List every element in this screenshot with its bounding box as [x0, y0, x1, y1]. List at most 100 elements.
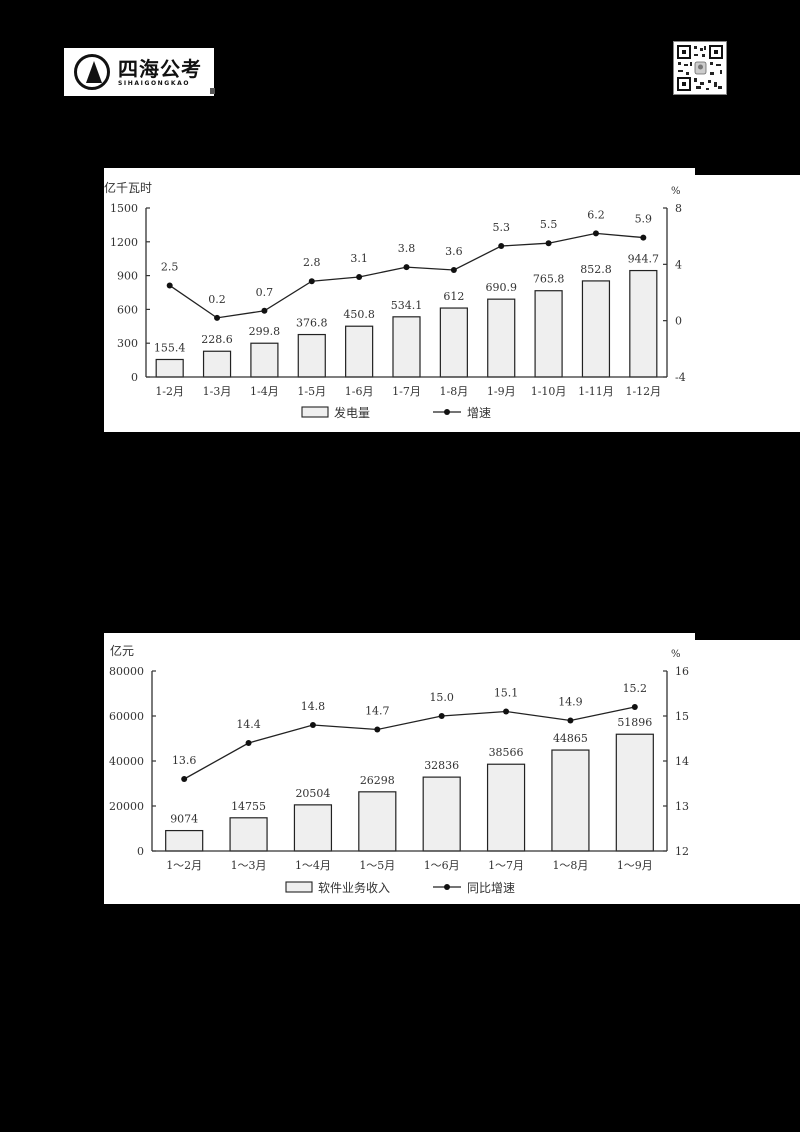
- bar-value-label: 9074: [170, 813, 198, 826]
- bar-value-label: 534.1: [391, 299, 423, 312]
- bar: [392, 316, 421, 378]
- bar: [155, 358, 184, 378]
- x-axis-category-label: 1-6月: [345, 385, 374, 398]
- bar-value-label: 612: [443, 290, 464, 303]
- growth-point: [438, 713, 445, 719]
- growth-value-label: 15.1: [494, 687, 519, 700]
- bar: [229, 817, 268, 852]
- growth-value-label: 2.5: [161, 260, 179, 273]
- left-axis-tick-label: 1500: [110, 202, 138, 215]
- growth-point: [181, 776, 188, 782]
- x-axis-category-label: 1-7月: [392, 385, 421, 398]
- x-axis-category-label: 1-5月: [297, 385, 326, 398]
- growth-value-label: 3.6: [445, 245, 463, 258]
- growth-point: [374, 726, 381, 733]
- x-axis-category-label: 1～8月: [552, 859, 588, 872]
- bar-value-label: 51896: [617, 716, 652, 729]
- growth-point: [261, 307, 268, 314]
- bar: [534, 290, 563, 378]
- logo-chinese-text: 四海公考: [118, 56, 202, 81]
- legend-line-label: 增速: [467, 406, 491, 420]
- left-axis-tick-label: 20000: [109, 800, 144, 813]
- bar-value-label: 299.8: [249, 325, 281, 338]
- x-axis-category-label: 1-4月: [250, 385, 279, 398]
- x-axis-category-label: 1-3月: [203, 385, 232, 398]
- bar: [422, 776, 461, 852]
- growth-point: [631, 704, 638, 710]
- growth-value-label: 2.8: [303, 256, 321, 269]
- growth-point: [592, 230, 599, 237]
- bar-value-label: 944.7: [628, 253, 660, 266]
- bar: [615, 733, 654, 852]
- left-axis-unit-label: 亿千瓦时: [104, 180, 152, 195]
- legend-line-label: 同比增速: [467, 881, 515, 895]
- bar: [581, 280, 611, 378]
- bar: [487, 298, 516, 378]
- left-axis-tick-label: 80000: [109, 665, 144, 678]
- bar: [486, 763, 526, 852]
- right-axis-tick-label: 15: [675, 710, 689, 723]
- brand-logo: 四海公考 SIHAIGONGKAO: [64, 48, 214, 96]
- bar: [629, 269, 658, 378]
- right-axis-tick-label: 14: [675, 755, 689, 768]
- x-axis-category-label: 1-11月: [578, 385, 614, 398]
- growth-point: [214, 314, 221, 321]
- qr-code-icon: [673, 41, 727, 95]
- bar: [250, 342, 279, 378]
- right-axis-tick-label: 0: [675, 315, 682, 328]
- bar: [439, 307, 468, 378]
- growth-point: [498, 243, 505, 250]
- left-axis-tick-label: 300: [117, 337, 138, 350]
- bar-value-label: 26298: [360, 774, 395, 787]
- chart-power-generation: 亿千瓦时% 0 300 600 900 1200 1500 -4 0 4 8 155.4 228.6 29…: [104, 175, 800, 432]
- growth-value-label: 6.2: [587, 208, 605, 221]
- left-axis-tick-label: 600: [117, 303, 138, 316]
- growth-point: [545, 240, 552, 247]
- growth-value-label: 14.4: [236, 718, 261, 731]
- growth-point: [356, 274, 363, 281]
- bar-value-label: 376.8: [296, 317, 328, 330]
- growth-point: [403, 264, 410, 271]
- left-axis-tick-label: 40000: [109, 755, 144, 768]
- chart2-top-strip: [104, 633, 695, 641]
- x-axis-category-label: 1-10月: [531, 385, 567, 398]
- chart2-svg: 亿元 % 0 20000 40000 60000 80000 12 13 14 15 16 9074 14…: [109, 643, 689, 895]
- legend-bar-swatch: [301, 406, 329, 418]
- bar-value-label: 38566: [489, 746, 524, 759]
- growth-point: [567, 717, 574, 724]
- growth-value-label: 5.3: [492, 221, 510, 234]
- growth-value-label: 14.8: [301, 700, 326, 713]
- left-axis-tick-label: 900: [117, 270, 138, 283]
- growth-line: [183, 706, 635, 780]
- bar: [551, 749, 590, 852]
- right-axis-tick-label: 13: [675, 800, 689, 813]
- logo-corner-mark: [210, 88, 215, 94]
- x-axis-category-label: 1-12月: [625, 385, 661, 398]
- right-axis-tick-label: 12: [675, 845, 689, 858]
- x-axis-category-label: 1-8月: [440, 385, 469, 398]
- chart-software-revenue: 亿元% 0 20000 40000 60000 80000 12 13 14 15 16 9074 14…: [104, 640, 800, 904]
- growth-value-label: 14.9: [558, 696, 583, 709]
- growth-point: [309, 722, 316, 728]
- legend-bar-label: 发电量: [334, 405, 370, 420]
- x-axis-category-label: 1～5月: [359, 859, 395, 872]
- left-axis-tick-label: 1200: [110, 236, 138, 249]
- bar-value-label: 690.9: [485, 281, 517, 294]
- bar-value-label: 14755: [231, 800, 266, 813]
- right-axis-tick-label: 8: [675, 202, 682, 215]
- growth-point: [503, 708, 510, 715]
- right-axis-unit-label: %: [671, 649, 681, 660]
- x-axis-category-label: 1～3月: [231, 859, 267, 872]
- bar: [297, 333, 326, 378]
- growth-value-label: 5.9: [635, 213, 653, 226]
- bar: [345, 325, 374, 378]
- growth-point: [166, 282, 173, 289]
- growth-value-label: 3.1: [350, 252, 368, 265]
- growth-value-label: 0.2: [208, 293, 226, 306]
- right-axis-unit-label: %: [671, 186, 681, 197]
- x-axis-category-label: 1-9月: [487, 385, 516, 398]
- growth-point: [308, 278, 315, 285]
- bar: [202, 350, 232, 378]
- growth-value-label: 0.7: [256, 286, 274, 299]
- growth-point: [450, 266, 457, 273]
